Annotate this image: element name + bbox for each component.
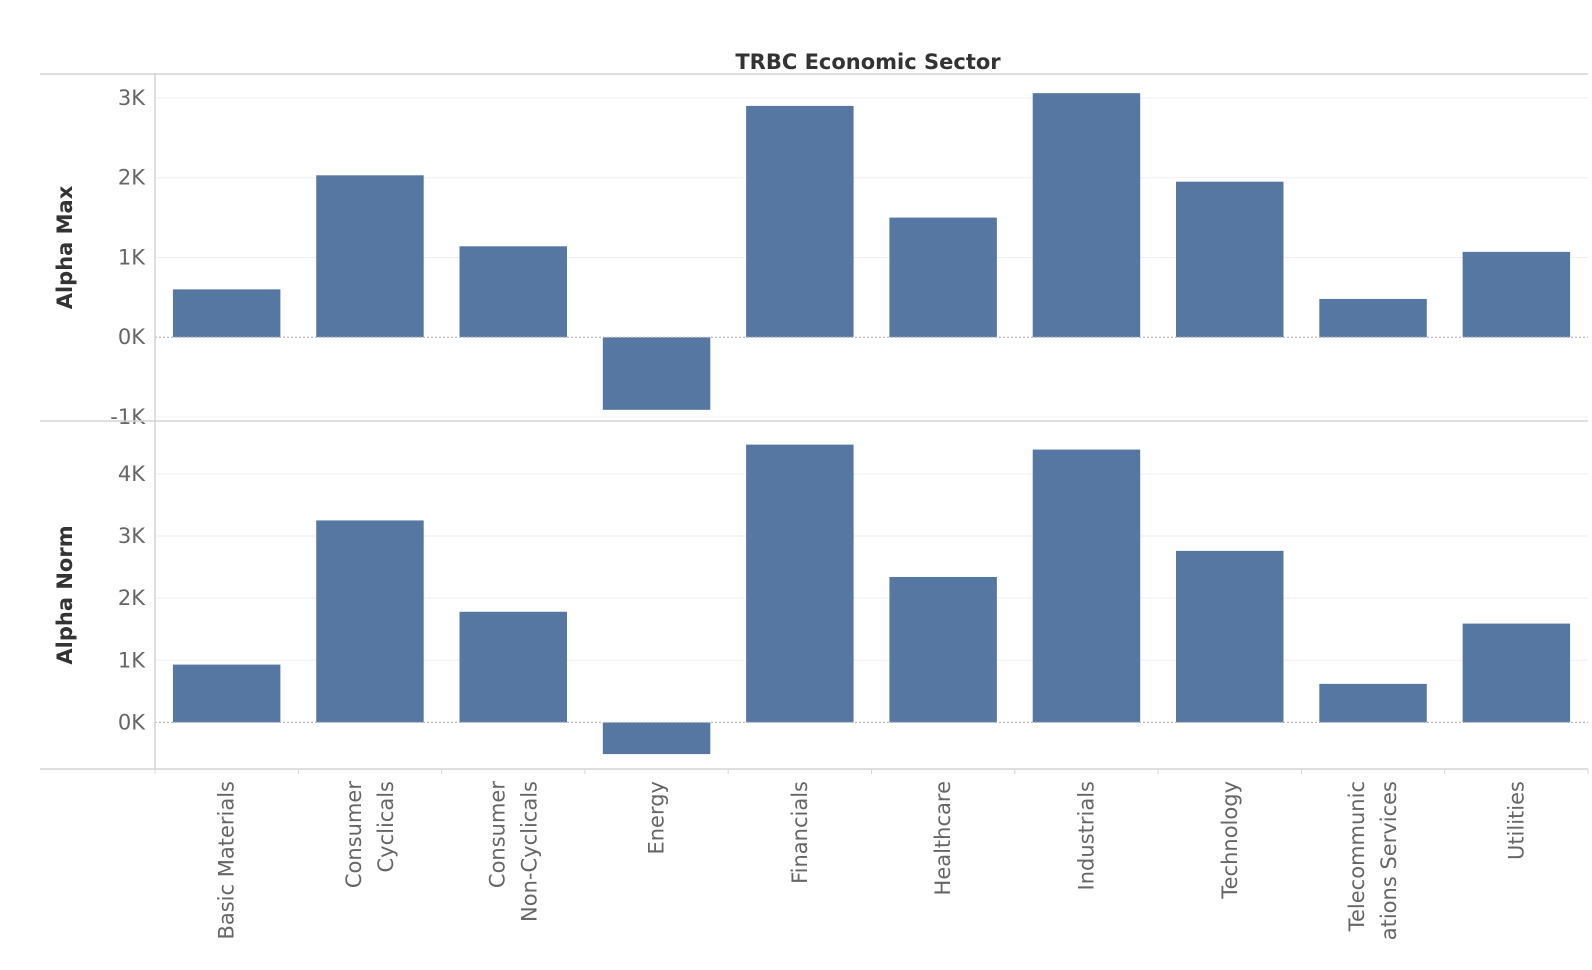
y-tick-label: 1K	[118, 648, 146, 672]
bar-alpha-norm-1	[316, 520, 424, 723]
bar-alpha-norm-3	[602, 722, 711, 755]
x-category-label: Industrials	[1074, 781, 1098, 890]
y-tick-label: 1K	[118, 245, 146, 269]
bar-alpha-max-7	[1176, 181, 1284, 338]
x-category-label-line: Healthcare	[931, 781, 955, 895]
bar-alpha-max-2	[459, 246, 567, 338]
bar-alpha-norm-5	[889, 576, 997, 723]
bar-alpha-max-6	[1032, 93, 1141, 338]
x-category-label: Basic Materials	[215, 781, 239, 940]
x-category-label-line: Technology	[1218, 781, 1242, 900]
x-category-label-line: Industrials	[1074, 781, 1098, 890]
x-category-label: Telecommunic ations Services	[1345, 781, 1401, 940]
x-category-label-line: Energy	[645, 781, 669, 855]
y-tick-label: 3K	[118, 86, 146, 110]
x-category-label: Utilities	[1504, 781, 1528, 860]
y-tick-label: 3K	[118, 524, 146, 548]
bar-alpha-norm-6	[1032, 449, 1141, 723]
x-category-label-line: Telecommunic	[1345, 781, 1369, 932]
bar-alpha-max-5	[889, 217, 997, 338]
bar-alpha-max-1	[316, 175, 424, 338]
bar-alpha-max-3	[602, 337, 711, 410]
bar-alpha-max-4	[746, 105, 854, 338]
x-category-label-line: ations Services	[1377, 781, 1401, 940]
y-tick-label: 0K	[118, 325, 146, 349]
row-title-alpha-norm: Alpha Norm	[53, 525, 77, 664]
column-title: TRBC Economic Sector	[735, 50, 1001, 74]
x-category-label-line: Cyclicals	[374, 781, 398, 873]
bar-alpha-norm-0	[172, 664, 281, 723]
y-tick-label: 0K	[118, 710, 146, 734]
x-category-label: Consumer Cyclicals	[342, 781, 398, 888]
bar-alpha-norm-4	[746, 444, 854, 723]
bar-alpha-max-0	[172, 289, 281, 338]
x-category-label-line: Consumer	[342, 781, 366, 888]
x-category-label: Energy	[645, 781, 669, 855]
y-tick-label: 4K	[118, 462, 146, 486]
row-title-alpha-max: Alpha Max	[53, 185, 77, 309]
bar-alpha-max-9	[1462, 251, 1571, 338]
x-category-label-line: Non-Cyclicals	[517, 781, 541, 922]
bar-alpha-norm-7	[1176, 550, 1284, 723]
bar-alpha-max-8	[1319, 298, 1427, 338]
x-category-label: Healthcare	[931, 781, 955, 895]
panel-0: -1K 0K 1K 2K 3K Alpha Max	[40, 74, 1588, 429]
y-tick-label: 2K	[118, 586, 146, 610]
x-category-label-line: Utilities	[1504, 781, 1528, 860]
x-category-label: Consumer Non-Cyclicals	[485, 781, 541, 922]
x-category-label-line: Financials	[788, 781, 812, 884]
x-category-label: Financials	[788, 781, 812, 884]
bar-alpha-norm-2	[459, 611, 567, 723]
bar-alpha-norm-8	[1319, 683, 1427, 723]
x-category-label-line: Consumer	[485, 781, 509, 888]
x-category-label-line: Basic Materials	[215, 781, 239, 940]
panel-1: 0K 1K 2K 3K 4K Alpha Norm	[40, 421, 1588, 770]
x-category-label: Technology	[1218, 781, 1242, 900]
bar-alpha-norm-9	[1462, 623, 1571, 723]
y-tick-label: -1K	[110, 405, 146, 429]
y-tick-label: 2K	[118, 166, 146, 190]
